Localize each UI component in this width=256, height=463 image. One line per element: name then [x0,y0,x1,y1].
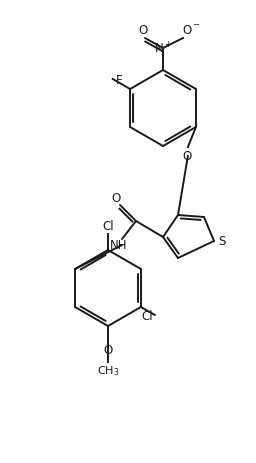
Text: Cl: Cl [141,309,153,322]
Text: NH: NH [110,239,128,252]
Text: O: O [138,25,148,38]
Text: S: S [218,235,226,248]
Text: F: F [115,73,122,86]
Text: O: O [182,150,191,163]
Text: O: O [182,25,192,38]
Text: $\mathregular{N^+}$: $\mathregular{N^+}$ [154,41,172,56]
Text: O: O [103,344,113,357]
Text: $^-$: $^-$ [191,20,201,33]
Text: O: O [111,191,121,204]
Text: Cl: Cl [102,220,114,233]
Text: CH$_3$: CH$_3$ [97,363,119,377]
